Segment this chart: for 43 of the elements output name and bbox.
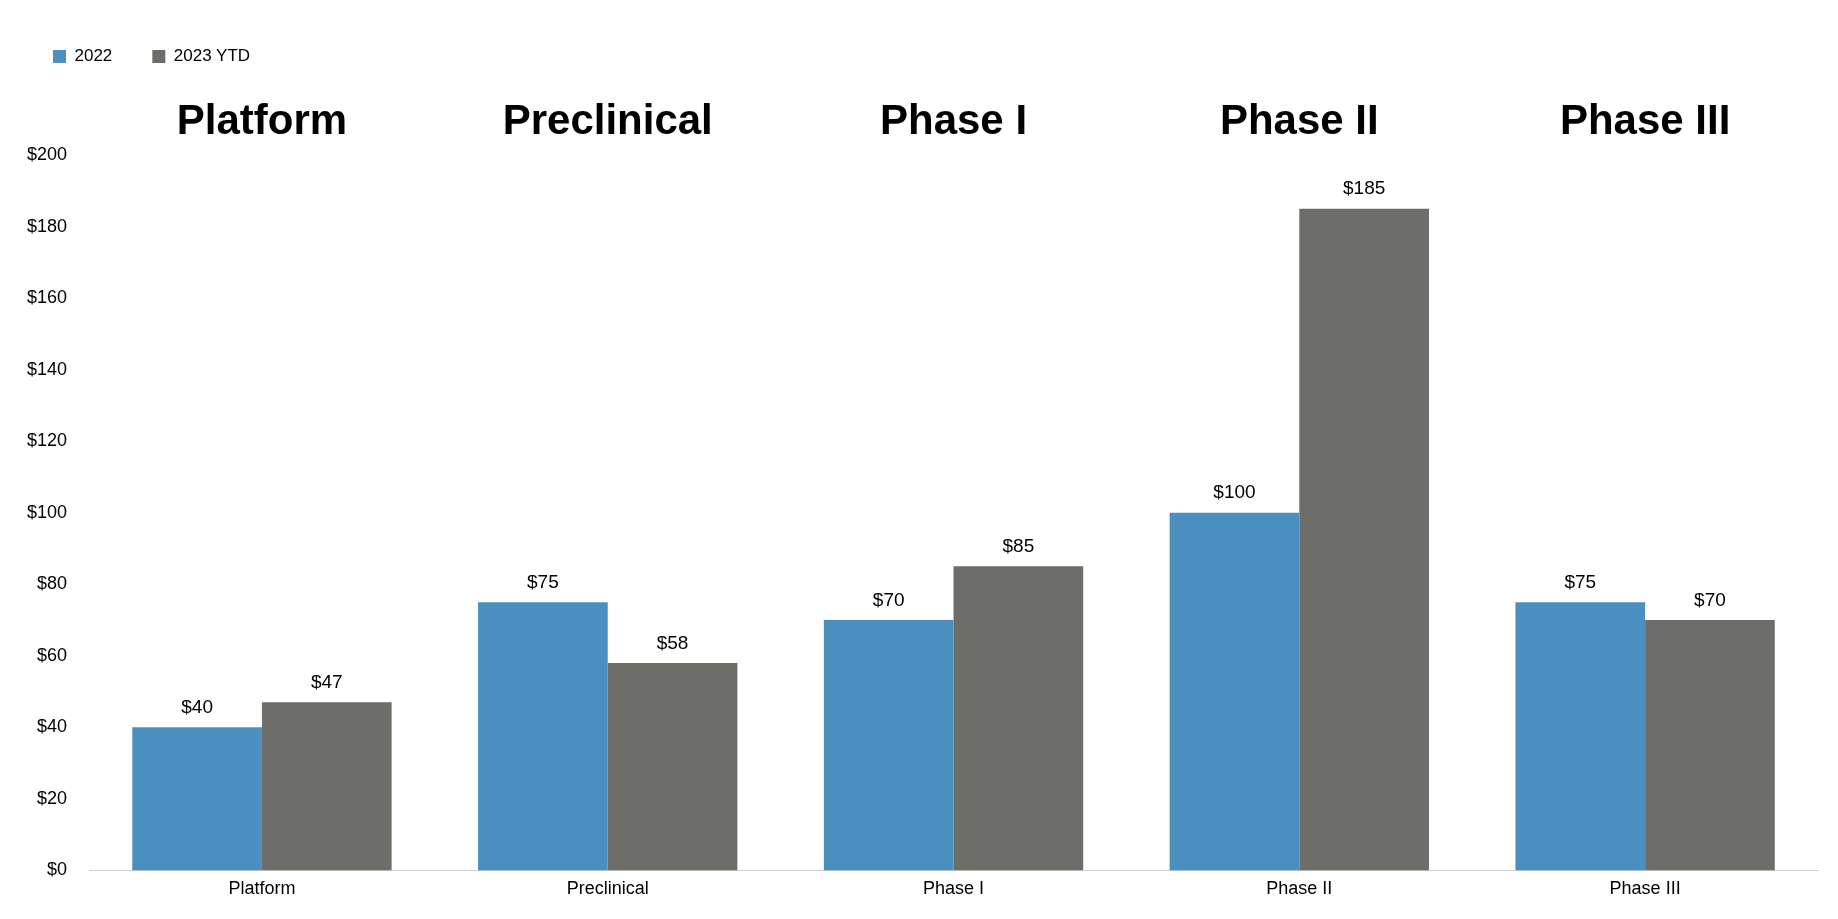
legend-label: 2023 YTD bbox=[173, 46, 251, 66]
bar bbox=[478, 602, 608, 871]
text: Preclinical bbox=[566, 878, 649, 899]
text: Phase III bbox=[1609, 878, 1681, 899]
bar bbox=[823, 620, 954, 871]
data-label: $85 bbox=[1002, 535, 1035, 557]
y-tick-label: $40 bbox=[37, 716, 68, 737]
x-tick-label: Phase III bbox=[1559, 95, 1731, 143]
data-label: $185 bbox=[1343, 177, 1386, 199]
x-tick-label: Platform bbox=[176, 95, 348, 143]
text: Platform bbox=[228, 878, 296, 899]
y-tick-label: $200 bbox=[27, 143, 68, 164]
bar bbox=[607, 662, 738, 871]
data-label: $70 bbox=[872, 588, 905, 610]
bar bbox=[261, 702, 392, 871]
y-tick-label: $60 bbox=[37, 644, 68, 665]
y-tick-label: $120 bbox=[27, 430, 68, 451]
data-label: $70 bbox=[1694, 588, 1726, 610]
y-tick-label: $20 bbox=[37, 787, 68, 808]
y-tick-label: $80 bbox=[37, 573, 68, 594]
y-tick-label: $0 bbox=[47, 859, 68, 880]
y-tick-label: $160 bbox=[27, 287, 68, 308]
bar bbox=[132, 727, 262, 871]
bar bbox=[1645, 620, 1775, 871]
data-label: $58 bbox=[656, 631, 689, 653]
text: Phase I bbox=[923, 878, 985, 899]
legend-label: 2022 bbox=[74, 46, 113, 66]
data-label: $75 bbox=[527, 570, 559, 592]
y-tick-label: $140 bbox=[27, 358, 68, 379]
bar bbox=[1515, 602, 1646, 871]
x-tick-label: Preclinical bbox=[502, 95, 713, 143]
text: Phase II bbox=[1266, 878, 1333, 899]
data-label: $47 bbox=[310, 671, 343, 693]
y-tick-label: $100 bbox=[27, 501, 68, 522]
data-label: $75 bbox=[1564, 570, 1597, 592]
data-label: $40 bbox=[181, 696, 213, 718]
x-tick-label: Phase II bbox=[1219, 95, 1379, 143]
bar bbox=[1299, 208, 1429, 871]
bar bbox=[953, 566, 1084, 871]
y-tick-label: $180 bbox=[27, 215, 68, 236]
bar bbox=[1169, 512, 1300, 871]
data-label: $100 bbox=[1213, 481, 1256, 503]
x-tick-label: Phase I bbox=[879, 95, 1028, 143]
